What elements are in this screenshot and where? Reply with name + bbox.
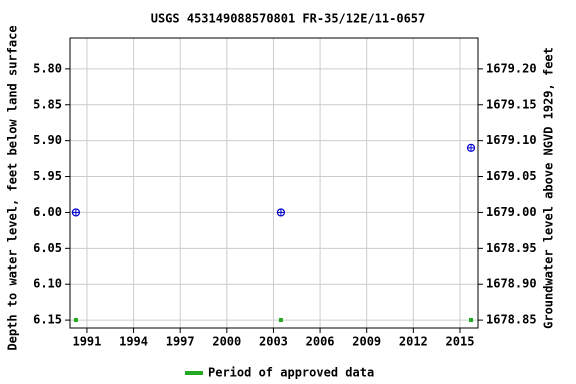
legend-label: Period of approved data <box>208 366 374 380</box>
y-tick-label: 6.10 <box>33 277 62 291</box>
x-tick-label: 1997 <box>166 335 195 349</box>
y2-tick-label: 1679.05 <box>486 169 537 183</box>
y2-tick-label: 1678.95 <box>486 241 537 255</box>
x-tick-label: 2000 <box>212 335 241 349</box>
approved-marker <box>73 318 78 322</box>
y-tick-label: 5.85 <box>33 97 62 111</box>
y-tick-label: 6.00 <box>33 205 62 219</box>
approved-marker <box>278 318 283 322</box>
y-tick-label: 6.05 <box>33 241 62 255</box>
x-tick-label: 2009 <box>352 335 381 349</box>
y-axis-label: Depth to water level, feet below land su… <box>6 25 20 350</box>
x-tick-label: 2006 <box>306 335 335 349</box>
y2-tick-label: 1679.20 <box>486 61 537 75</box>
y2-tick-label: 1679.10 <box>486 133 537 147</box>
x-tick-label: 1991 <box>72 335 101 349</box>
y2-tick-label: 1678.90 <box>486 277 537 291</box>
y-tick-label: 6.15 <box>33 313 62 327</box>
x-tick-label: 1994 <box>119 335 148 349</box>
y2-tick-label: 1678.85 <box>486 313 537 327</box>
y-tick-label: 5.95 <box>33 169 62 183</box>
x-tick-label: 2015 <box>446 335 475 349</box>
x-tick-label: 2003 <box>259 335 288 349</box>
y2-tick-label: 1679.15 <box>486 97 537 111</box>
plot-frame <box>69 37 479 329</box>
y2-tick-label: 1679.00 <box>486 205 537 219</box>
y-tick-label: 5.90 <box>33 133 62 147</box>
chart-title: USGS 453149088570801 FR-35/12E/11-0657 <box>151 12 426 26</box>
approved-marker <box>469 318 474 322</box>
y2-axis-label: Groundwater level above NGVD 1929, feet <box>542 47 556 329</box>
y-tick-label: 5.80 <box>33 61 62 75</box>
x-tick-label: 2012 <box>399 335 428 349</box>
